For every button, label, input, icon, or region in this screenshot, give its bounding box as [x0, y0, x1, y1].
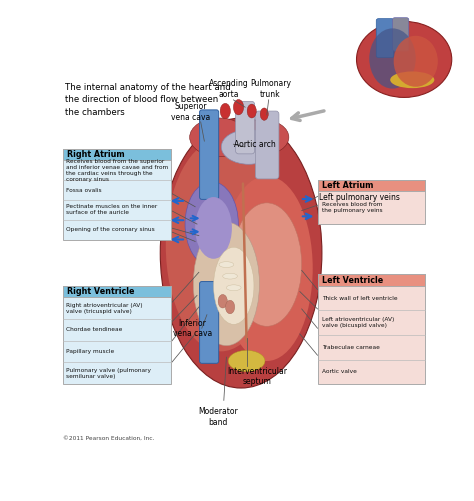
Ellipse shape	[166, 139, 276, 351]
Ellipse shape	[232, 203, 301, 326]
Ellipse shape	[195, 197, 232, 259]
FancyBboxPatch shape	[318, 274, 425, 384]
Text: Pectinate muscles on the inner
surface of the auricle: Pectinate muscles on the inner surface o…	[66, 204, 157, 215]
FancyBboxPatch shape	[318, 274, 425, 286]
Text: Pulmonary valve (pulmonary
semilunar valve): Pulmonary valve (pulmonary semilunar val…	[66, 368, 151, 379]
Text: Pulmonary
trunk: Pulmonary trunk	[250, 79, 291, 99]
Text: Right Atrium: Right Atrium	[66, 150, 124, 159]
Ellipse shape	[221, 176, 313, 361]
Text: Chordae tendineae: Chordae tendineae	[66, 328, 123, 333]
Ellipse shape	[185, 182, 238, 267]
Text: Aortic arch: Aortic arch	[234, 140, 275, 149]
Text: The internal anatomy of the heart and
the direction of blood flow between
the ch: The internal anatomy of the heart and th…	[65, 83, 230, 117]
FancyBboxPatch shape	[63, 286, 171, 384]
Text: Receives blood from
the pulmonary veins: Receives blood from the pulmonary veins	[321, 202, 382, 213]
Ellipse shape	[369, 29, 416, 89]
Ellipse shape	[390, 72, 434, 88]
Ellipse shape	[356, 22, 452, 97]
Ellipse shape	[220, 103, 230, 119]
FancyBboxPatch shape	[236, 101, 255, 154]
Text: Receives blood from the superior
and inferior venae cavae and from
the cardiac v: Receives blood from the superior and inf…	[66, 159, 168, 182]
Ellipse shape	[190, 118, 248, 157]
Text: Left Atrium: Left Atrium	[322, 181, 374, 190]
Text: ©2011 Pearson Education, Inc.: ©2011 Pearson Education, Inc.	[63, 436, 155, 441]
Ellipse shape	[160, 118, 322, 388]
Text: Inferior
vena cava: Inferior vena cava	[173, 319, 212, 338]
Ellipse shape	[213, 247, 254, 324]
Text: Fossa ovalis: Fossa ovalis	[66, 187, 102, 192]
Text: Opening of the coronary sinus: Opening of the coronary sinus	[66, 227, 155, 232]
Ellipse shape	[218, 295, 228, 308]
Ellipse shape	[247, 104, 256, 118]
Text: Left Ventricle: Left Ventricle	[322, 276, 383, 285]
FancyBboxPatch shape	[200, 282, 219, 363]
Text: Left pulmonary veins: Left pulmonary veins	[319, 192, 400, 201]
Ellipse shape	[394, 36, 438, 87]
Text: Trabeculae carneae: Trabeculae carneae	[321, 345, 379, 350]
FancyBboxPatch shape	[63, 286, 171, 298]
Text: Right Ventricle: Right Ventricle	[66, 287, 134, 296]
Ellipse shape	[228, 350, 265, 372]
Text: Superior
vena cava: Superior vena cava	[171, 102, 210, 122]
Ellipse shape	[237, 120, 289, 155]
Ellipse shape	[221, 130, 276, 164]
Ellipse shape	[219, 262, 234, 268]
FancyBboxPatch shape	[200, 110, 219, 199]
FancyBboxPatch shape	[255, 111, 279, 179]
Ellipse shape	[193, 222, 259, 346]
FancyBboxPatch shape	[392, 18, 409, 51]
Ellipse shape	[233, 100, 244, 115]
FancyBboxPatch shape	[63, 149, 171, 160]
Ellipse shape	[223, 273, 237, 279]
Text: Papillary muscle: Papillary muscle	[66, 349, 115, 354]
FancyBboxPatch shape	[376, 19, 394, 58]
FancyBboxPatch shape	[318, 180, 425, 191]
Text: Aortic valve: Aortic valve	[321, 369, 356, 374]
FancyBboxPatch shape	[63, 149, 171, 239]
FancyBboxPatch shape	[318, 180, 425, 224]
Text: Left atrioventricular (AV)
valve (bicuspid valve): Left atrioventricular (AV) valve (bicusp…	[321, 317, 394, 328]
Text: Right atrioventricular (AV)
valve (tricuspid valve): Right atrioventricular (AV) valve (tricu…	[66, 303, 143, 314]
Ellipse shape	[260, 108, 268, 120]
Ellipse shape	[226, 300, 235, 314]
Ellipse shape	[227, 285, 241, 291]
Text: Ascending
aorta: Ascending aorta	[209, 79, 249, 99]
Text: Moderator
band: Moderator band	[198, 407, 238, 427]
Text: Thick wall of left ventricle: Thick wall of left ventricle	[321, 296, 397, 301]
Text: Interventricular
septum: Interventricular septum	[227, 367, 287, 386]
